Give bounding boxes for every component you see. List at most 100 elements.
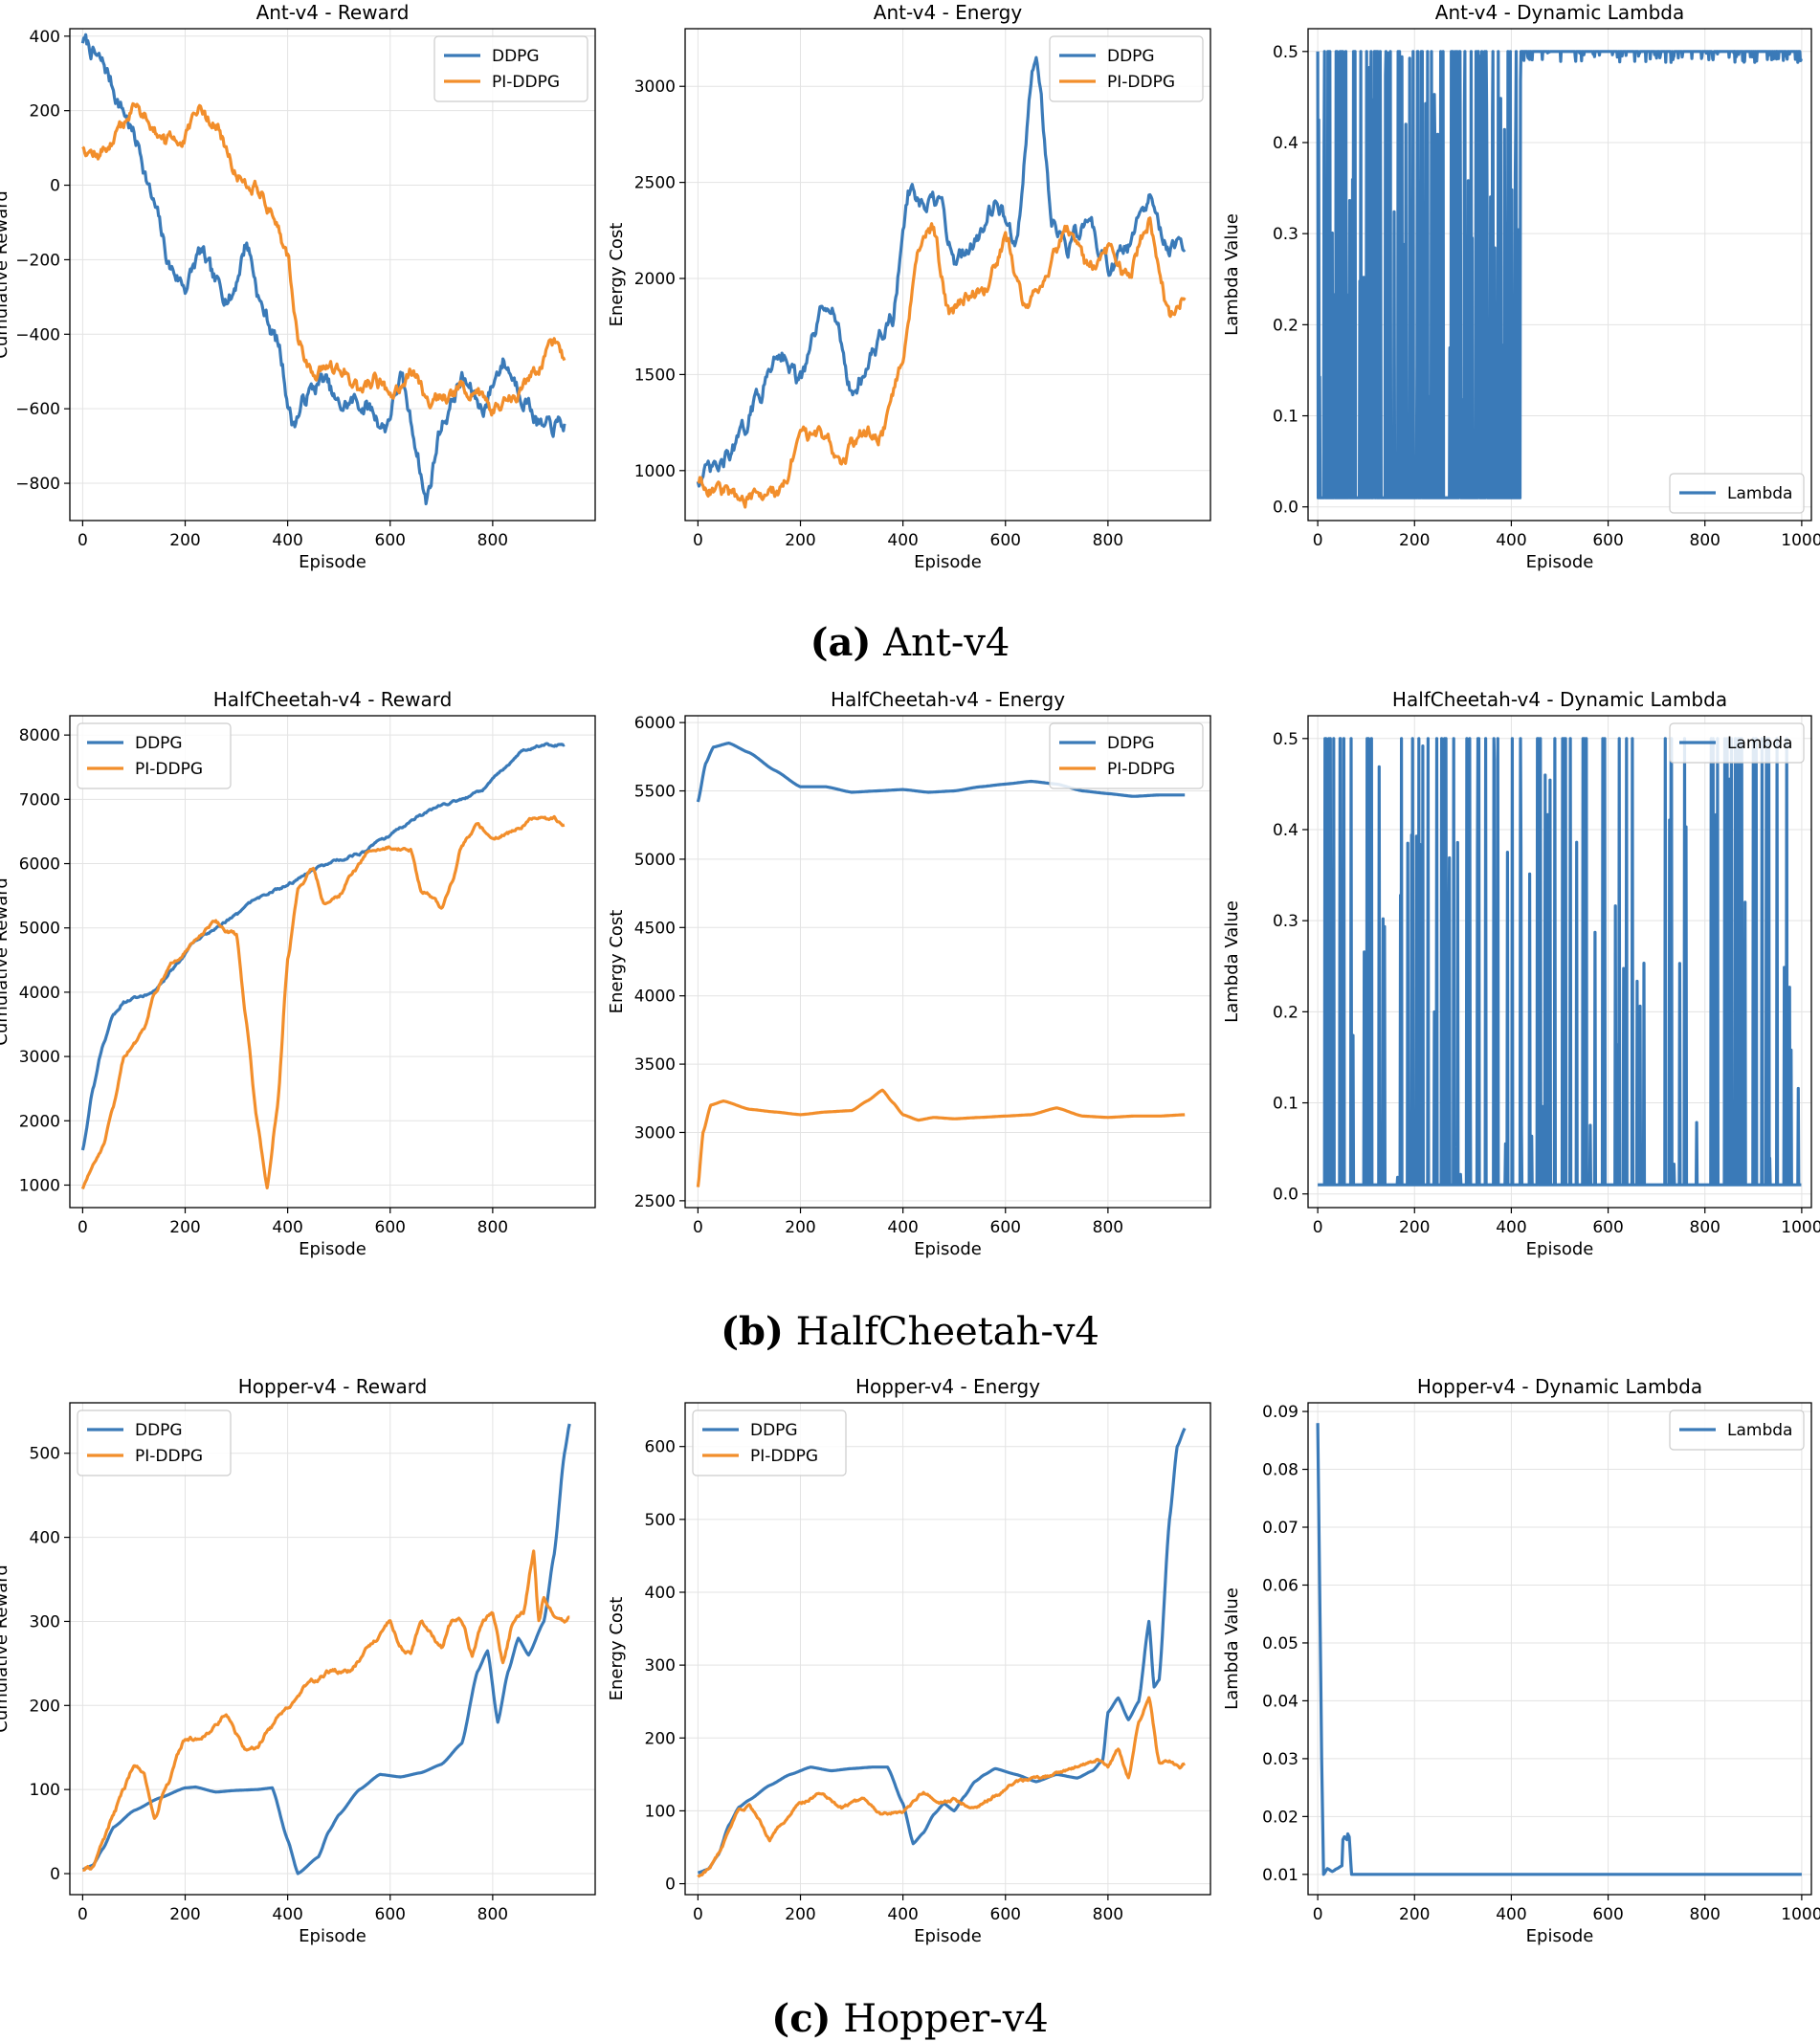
ant-reward-chart: 0 200 400 600 800 400 200 0 −200 −400 −600 −800 Ant-… xyxy=(0,1,596,572)
ant-reward-xtick-label: 600 xyxy=(375,531,406,550)
hop-energy-ytick-label: 200 xyxy=(645,1729,676,1748)
hop-lambda-ytick-label: 0.01 xyxy=(1262,1866,1298,1885)
hop-lambda-legend: Lambda xyxy=(1669,1409,1805,1451)
hc-energy-legend: DDPG PI-DDPG xyxy=(1049,722,1204,789)
hc-energy-xlabel: Episode xyxy=(914,1239,982,1259)
caption-b-tag: (b) xyxy=(721,1309,784,1354)
hop-energy-series-ddpg xyxy=(697,1427,1187,1875)
ant-lambda-legend-label: Lambda xyxy=(1727,484,1792,503)
hop-lambda-xtick-label: 600 xyxy=(1592,1905,1623,1924)
hop-energy-xtick-label: 0 xyxy=(693,1905,703,1924)
hc-energy-ytick-label: 3000 xyxy=(634,1123,676,1143)
hop-lambda-legend-label: Lambda xyxy=(1727,1421,1792,1440)
hc-reward-chart: 0 200 400 600 800 8000 7000 6000 5000 4000 3000 200… xyxy=(0,688,596,1259)
hc-reward-ytick-label: 7000 xyxy=(19,790,60,810)
hc-reward-xtick-label: 800 xyxy=(477,1218,508,1237)
ant-energy-legend-label: DDPG xyxy=(1107,47,1155,66)
ant-reward-ytick-label: −200 xyxy=(15,251,60,270)
ant-energy-legend: DDPG PI-DDPG xyxy=(1049,35,1204,102)
hop-lambda-ytick-label: 0.02 xyxy=(1262,1808,1298,1827)
ant-reward-xtick-label: 400 xyxy=(272,531,302,550)
caption-a: (a) Ant-v4 xyxy=(0,620,1820,665)
hc-lambda-xtick-label: 0 xyxy=(1313,1218,1323,1237)
hc-energy-ylabel: Energy Cost xyxy=(607,910,627,1014)
ant-lambda-xtick-label: 400 xyxy=(1496,531,1526,550)
ant-energy-chart: 0 200 400 600 800 3000 2500 2000 1500 1000 Ant-v4 … xyxy=(607,1,1211,572)
ant-energy-xtick-label: 600 xyxy=(990,531,1021,550)
caption-c-tag: (c) xyxy=(771,1996,832,2041)
hc-reward-ytick-label: 8000 xyxy=(19,726,60,745)
hop-lambda-xtick-label: 0 xyxy=(1313,1905,1323,1924)
hop-reward-ylabel: Cumulative Reward xyxy=(0,1565,11,1733)
hc-lambda-ylabel: Lambda Value xyxy=(1222,900,1242,1023)
hc-reward-ytick-label: 3000 xyxy=(19,1048,60,1067)
ant-lambda-xtick-label: 600 xyxy=(1592,531,1623,550)
hop-energy-legend: DDPG PI-DDPG xyxy=(692,1409,847,1476)
hop-reward-legend: DDPG PI-DDPG xyxy=(77,1409,232,1476)
hc-energy-frame xyxy=(684,715,1211,1209)
ant-reward-title: Ant-v4 - Reward xyxy=(256,1,410,24)
caption-b: (b) HalfCheetah-v4 xyxy=(0,1309,1820,1354)
hop-energy-ylabel: Energy Cost xyxy=(607,1597,627,1701)
hop-energy-xtick-label: 600 xyxy=(990,1905,1021,1924)
hc-reward-ytick-label: 4000 xyxy=(19,984,60,1003)
hop-lambda-ytick-label: 0.07 xyxy=(1262,1519,1298,1538)
hc-lambda-ytick-label: 0.0 xyxy=(1273,1186,1298,1205)
hop-energy-ytick-label: 400 xyxy=(645,1584,676,1603)
hc-energy-ytick-label: 5000 xyxy=(634,851,676,870)
ant-reward-ytick-label: 400 xyxy=(30,28,60,47)
ant-reward-legend: DDPG PI-DDPG xyxy=(433,35,588,102)
hop-reward-xtick-label: 400 xyxy=(272,1905,302,1924)
hop-reward-xtick-label: 200 xyxy=(169,1905,200,1924)
hc-energy-xtick-label: 800 xyxy=(1093,1218,1123,1237)
hop-reward-ytick-label: 200 xyxy=(30,1697,60,1716)
hop-reward-ytick-label: 0 xyxy=(50,1865,60,1884)
hc-energy-xtick-label: 0 xyxy=(693,1218,703,1237)
hc-energy-legend-label: DDPG xyxy=(1107,734,1155,753)
hc-reward-xtick-label: 400 xyxy=(272,1218,302,1237)
hc-reward-legend-label: PI-DDPG xyxy=(135,760,203,779)
hop-reward-legend-label: PI-DDPG xyxy=(135,1447,203,1466)
ant-reward-xlabel: Episode xyxy=(299,552,366,572)
hc-energy-ytick-label: 4000 xyxy=(634,988,676,1007)
hc-energy-ytick-label: 4500 xyxy=(634,919,676,938)
ant-energy-xtick-label: 800 xyxy=(1093,531,1123,550)
ant-lambda-ytick-label: 0.3 xyxy=(1273,225,1298,244)
hc-energy-ytick-label: 3500 xyxy=(634,1055,676,1075)
hop-energy-chart: 0 200 400 600 800 600 500 400 300 200 100 0 Hopper-v… xyxy=(607,1375,1211,1946)
hop-energy-series-pi-ddpg xyxy=(697,1696,1187,1878)
hop-energy-ytick-label: 100 xyxy=(645,1802,676,1821)
hop-reward-ytick-label: 100 xyxy=(30,1781,60,1800)
ant-lambda-ytick-label: 0.0 xyxy=(1273,499,1298,518)
ant-lambda-ytick-label: 0.1 xyxy=(1273,408,1298,427)
hop-lambda-title: Hopper-v4 - Dynamic Lambda xyxy=(1417,1375,1702,1398)
ant-energy-xtick-label: 400 xyxy=(887,531,918,550)
hop-reward-ytick-label: 400 xyxy=(30,1529,60,1548)
hc-energy-ytick-label: 6000 xyxy=(634,714,676,733)
ant-lambda-xtick-label: 0 xyxy=(1313,531,1323,550)
hc-energy-series-pi-ddpg xyxy=(696,1088,1186,1187)
ant-lambda-xtick-label: 1000 xyxy=(1781,531,1820,550)
ant-reward-ylabel: Cumulative Reward xyxy=(0,190,11,359)
ant-reward-series-pi-ddpg xyxy=(81,101,566,417)
ant-reward-ytick-label: 0 xyxy=(50,177,60,196)
ant-reward-xtick-label: 0 xyxy=(78,531,88,550)
hop-lambda-ytick-label: 0.06 xyxy=(1262,1576,1298,1595)
hop-lambda-chart: 0 200 400 600 800 1000 0.09 0.08 0.07 0.06 0.05 0.0… xyxy=(1222,1375,1820,1946)
hop-lambda-ytick-label: 0.03 xyxy=(1262,1750,1298,1769)
hc-lambda-ytick-label: 0.3 xyxy=(1273,912,1298,931)
hop-lambda-xlabel: Episode xyxy=(1526,1926,1594,1946)
hop-energy-xtick-label: 200 xyxy=(785,1905,815,1924)
hc-reward-ytick-label: 1000 xyxy=(19,1176,60,1195)
hop-reward-xtick-label: 600 xyxy=(375,1905,406,1924)
hc-lambda-legend-label: Lambda xyxy=(1727,734,1792,753)
hop-reward-legend-label: DDPG xyxy=(135,1421,183,1440)
hc-reward-legend-label: DDPG xyxy=(135,734,183,753)
hop-energy-ytick-label: 600 xyxy=(645,1438,676,1457)
hc-energy-ytick-label: 5500 xyxy=(634,783,676,802)
hc-energy-chart: 0 200 400 600 800 6000 5500 5000 4500 4000 3500 300… xyxy=(607,688,1211,1259)
hc-energy-xtick-label: 600 xyxy=(990,1218,1021,1237)
hop-reward-xtick-label: 800 xyxy=(477,1905,508,1924)
hop-lambda-ytick-label: 0.08 xyxy=(1262,1461,1298,1480)
caption-a-tag: (a) xyxy=(810,620,872,665)
